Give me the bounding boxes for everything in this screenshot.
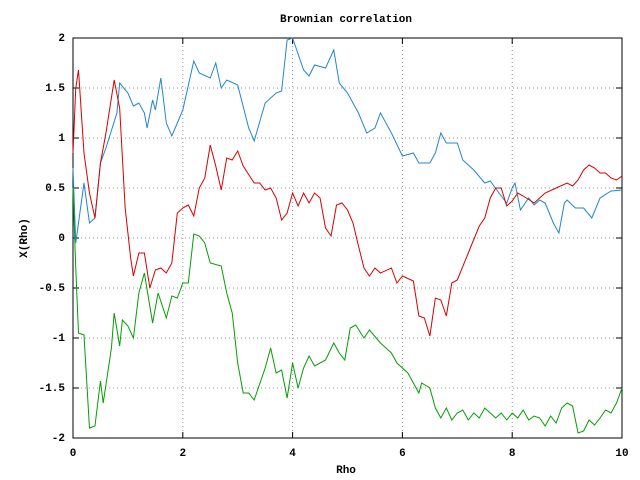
y-tick-label: 2 xyxy=(58,33,65,45)
y-tick-label: 1.5 xyxy=(45,83,65,95)
x-tick-label: 6 xyxy=(399,448,406,460)
x-tick-label: 8 xyxy=(509,448,516,460)
data-line xyxy=(72,69,623,337)
data-line xyxy=(72,37,623,244)
x-axis-label: Rho xyxy=(336,465,356,477)
x-tick-label: 0 xyxy=(70,448,77,460)
x-tick-label: 2 xyxy=(179,448,186,460)
x-tick-label: 4 xyxy=(289,448,296,460)
y-tick-label: 1 xyxy=(58,133,65,145)
y-tick-label: -2 xyxy=(52,433,65,445)
data-line xyxy=(72,187,623,434)
y-axis-label: X(Rho) xyxy=(19,218,31,258)
y-tick-label: 0.5 xyxy=(45,183,65,195)
plot-frame xyxy=(72,37,623,439)
x-tick-label: 10 xyxy=(615,448,628,460)
chart-title: Brownian correlation xyxy=(280,14,412,26)
y-tick-label: -0.5 xyxy=(39,283,66,295)
y-tick-label: -1 xyxy=(52,333,66,345)
y-tick-label: -1.5 xyxy=(39,383,66,395)
y-tick-label: 0 xyxy=(58,233,65,245)
